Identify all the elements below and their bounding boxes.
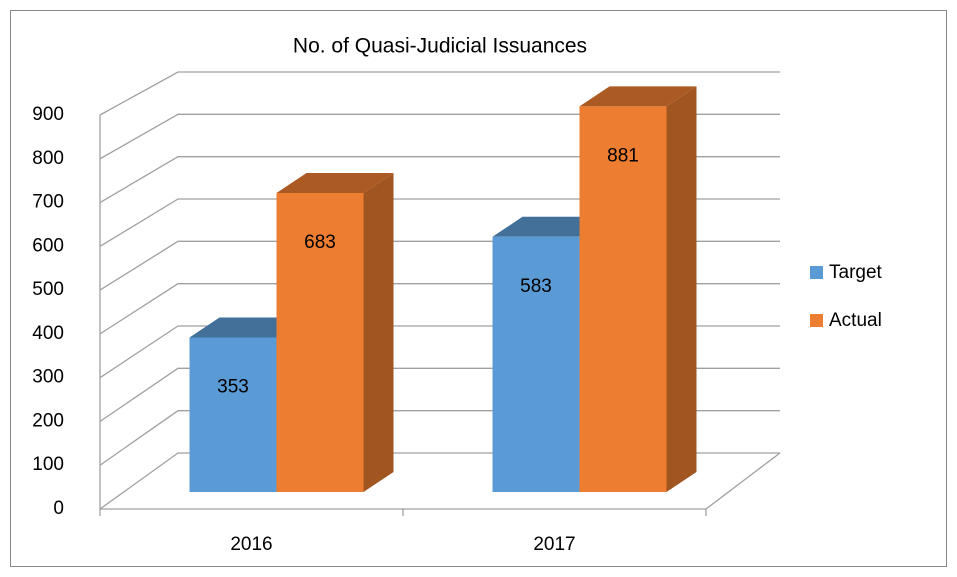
y-tick-label: 800 xyxy=(32,148,64,169)
y-tick-label: 300 xyxy=(32,367,64,388)
bar-top xyxy=(276,172,394,193)
y-tick-label: 500 xyxy=(32,279,64,300)
data-label: 353 xyxy=(217,376,249,397)
grid-line xyxy=(99,198,780,247)
legend-label: Target xyxy=(829,262,883,283)
data-label: 583 xyxy=(520,276,552,297)
grid-line xyxy=(99,113,780,160)
chart-border xyxy=(10,10,947,567)
y-tick-label: 100 xyxy=(32,454,64,475)
legend-swatch xyxy=(810,266,823,279)
bar xyxy=(492,236,580,492)
x-tick-label: 2016 xyxy=(230,534,272,555)
bar-side xyxy=(666,86,697,492)
y-tick-label: 200 xyxy=(32,410,64,431)
grid-line xyxy=(99,71,780,116)
bar-top xyxy=(579,86,697,107)
y-tick-label: 700 xyxy=(32,192,64,213)
y-tick-label: 600 xyxy=(32,235,64,256)
bar-side xyxy=(363,172,394,492)
bar xyxy=(276,192,364,492)
legend-swatch xyxy=(810,314,823,327)
chart-title: No. of Quasi-Judicial Issuances xyxy=(293,35,587,58)
y-tick-label: 900 xyxy=(32,104,64,125)
y-tick-label: 400 xyxy=(32,323,64,344)
y-tick-label: 0 xyxy=(53,498,64,519)
legend-label: Actual xyxy=(829,310,882,331)
data-label: 683 xyxy=(304,232,336,253)
grid-line xyxy=(99,156,780,204)
data-label: 881 xyxy=(607,145,639,166)
bar xyxy=(579,106,667,492)
bar xyxy=(189,337,277,492)
x-tick-label: 2017 xyxy=(533,534,575,555)
